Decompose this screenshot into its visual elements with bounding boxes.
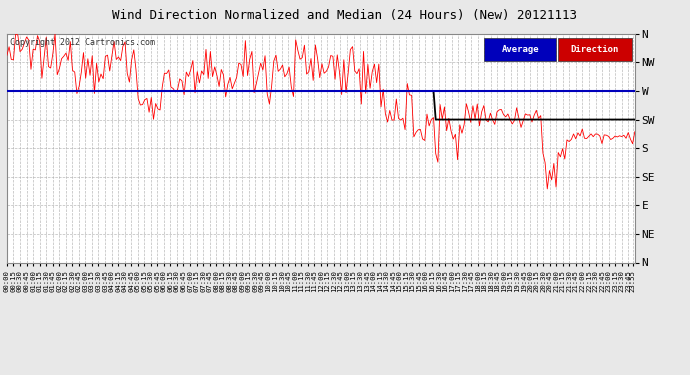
Text: Wind Direction Normalized and Median (24 Hours) (New) 20121113: Wind Direction Normalized and Median (24… [112, 9, 578, 22]
Bar [558, 38, 631, 61]
Bar [484, 38, 556, 61]
Text: Average: Average [502, 45, 539, 54]
Text: Copyright 2012 Cartronics.com: Copyright 2012 Cartronics.com [10, 38, 155, 47]
Text: Direction: Direction [571, 45, 619, 54]
